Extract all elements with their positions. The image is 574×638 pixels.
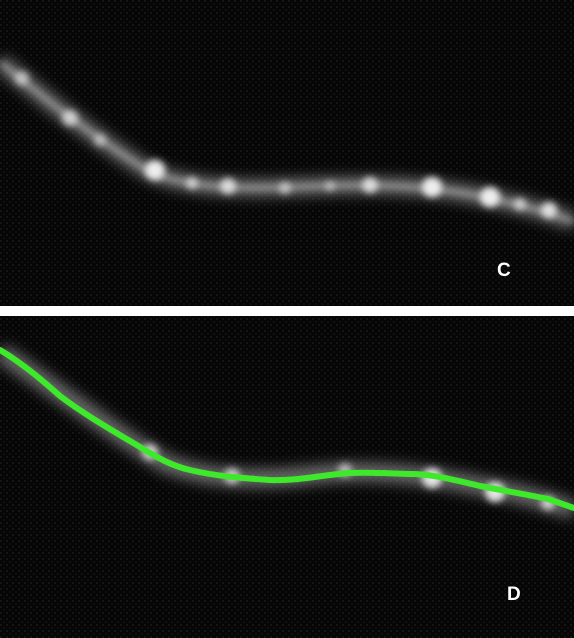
- micrograph-d-image: [0, 316, 574, 638]
- puncta-c: [15, 71, 557, 218]
- micrograph-c-image: [0, 0, 574, 306]
- micrograph-panel-c: C: [0, 0, 574, 306]
- micrograph-panel-d: D: [0, 316, 574, 638]
- panel-divider: [0, 306, 574, 316]
- panel-label-d: D: [507, 584, 521, 605]
- panel-label-c: C: [497, 260, 511, 281]
- green-trace-line: [0, 347, 574, 511]
